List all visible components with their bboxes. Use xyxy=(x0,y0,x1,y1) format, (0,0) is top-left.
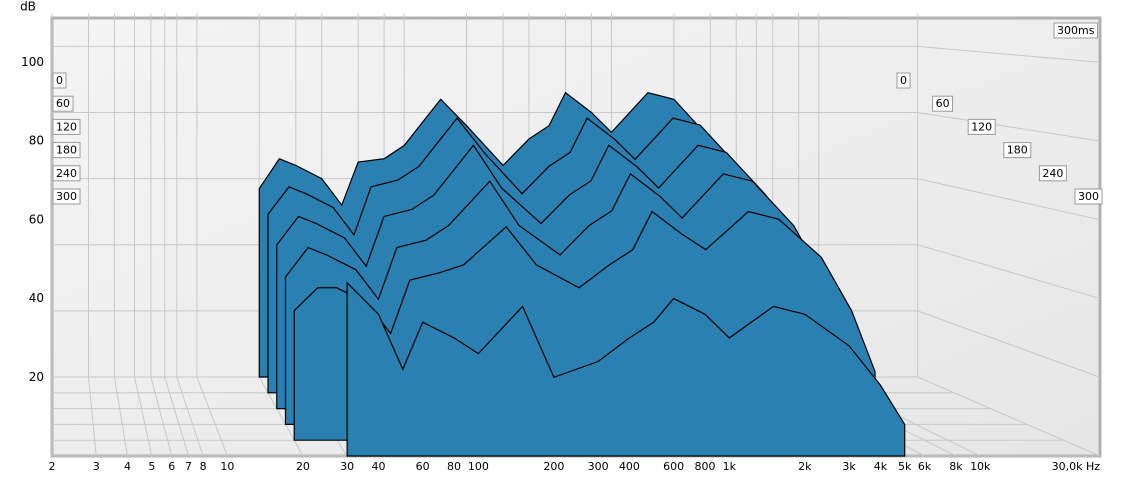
time-label: 240 xyxy=(52,165,81,182)
time-label: 120 xyxy=(967,118,996,135)
time-label: 300 xyxy=(52,188,81,205)
time-label-text: 120 xyxy=(56,120,77,133)
time-label-box xyxy=(1038,165,1067,182)
time-label-text: 180 xyxy=(1007,144,1028,157)
time-label-box xyxy=(1003,142,1032,159)
time-label: 180 xyxy=(52,142,81,159)
time-label: 60 xyxy=(52,95,74,112)
x-tick-label: 40 xyxy=(371,460,385,473)
time-label: 240 xyxy=(1038,165,1067,182)
time-label: 0 xyxy=(52,72,67,89)
x-tick-label: 30 xyxy=(340,460,354,473)
y-tick-label: 20 xyxy=(29,370,44,384)
time-label: 180 xyxy=(1003,142,1032,159)
y-tick-label: 40 xyxy=(29,291,44,305)
time-label-text: 60 xyxy=(936,97,950,110)
grid-line xyxy=(88,376,97,457)
time-label: 300ms xyxy=(1053,22,1098,39)
waterfall-slice xyxy=(346,281,906,457)
x-tick-label: 3 xyxy=(93,460,100,473)
x-tick-label: 7 xyxy=(185,460,192,473)
x-tick-label: 80 xyxy=(447,460,461,473)
x-tick-label: 400 xyxy=(619,460,640,473)
x-tick-label: 5k xyxy=(898,460,912,473)
time-label-box xyxy=(967,118,996,135)
y-tick-label: 60 xyxy=(29,212,44,226)
time-label: 60 xyxy=(932,95,954,112)
time-label-box xyxy=(1053,22,1098,39)
time-label: 120 xyxy=(52,118,81,135)
x-tick-label: 5 xyxy=(148,460,155,473)
x-tick-label: 8 xyxy=(200,460,207,473)
grid-line xyxy=(196,376,228,457)
grid-line xyxy=(917,244,1101,300)
time-label-box xyxy=(52,188,81,205)
grid-line xyxy=(150,376,173,457)
x-tick-label: 20 xyxy=(296,460,310,473)
time-label-box xyxy=(932,95,954,112)
time-label: 300 xyxy=(1074,188,1103,205)
x-tick-label: 300 xyxy=(588,460,609,473)
time-label-text: 0 xyxy=(56,74,63,87)
grid-line xyxy=(917,376,1101,457)
y-tick-label: 80 xyxy=(29,134,44,148)
y-tick-label: 100 xyxy=(21,55,44,69)
time-label-box xyxy=(1074,188,1103,205)
grid-line xyxy=(917,310,1101,378)
x-tick-label: 2 xyxy=(49,460,56,473)
x-tick-label: 100 xyxy=(468,460,489,473)
x-tick-label: 4 xyxy=(124,460,131,473)
time-label-text: 120 xyxy=(971,120,992,133)
x-tick-label: 3k xyxy=(842,460,856,473)
grid-line xyxy=(113,376,129,457)
grid-line xyxy=(258,376,304,457)
y-axis-label: dB xyxy=(20,0,36,14)
x-tick-label: 800 xyxy=(694,460,715,473)
time-label-text: 240 xyxy=(1042,167,1063,180)
time-label-text: 180 xyxy=(56,144,77,157)
time-label-text: 240 xyxy=(56,167,77,180)
x-tick-label: 10k xyxy=(970,460,991,473)
time-label-box xyxy=(52,118,81,135)
x-tick-label: 1k xyxy=(723,460,737,473)
time-label-text: 0 xyxy=(900,74,907,87)
time-label-text: 60 xyxy=(56,97,70,110)
time-label-text: 300 xyxy=(1078,190,1099,203)
time-label: 0 xyxy=(896,72,911,89)
time-label-box xyxy=(52,95,74,112)
grid-line xyxy=(164,376,190,457)
time-label-box xyxy=(896,72,911,89)
time-label-box xyxy=(52,165,81,182)
x-tick-label: 10 xyxy=(220,460,234,473)
grid-line xyxy=(176,376,204,457)
x-tick-label: 4k xyxy=(874,460,888,473)
x-tick-label: 200 xyxy=(543,460,564,473)
time-label-box xyxy=(52,72,67,89)
x-tick-label: 8k xyxy=(949,460,963,473)
x-tick-label: 30,0k Hz xyxy=(1052,460,1101,473)
grid-line xyxy=(133,376,153,457)
x-tick-label: 6k xyxy=(918,460,932,473)
time-label-text: 300ms xyxy=(1057,24,1095,37)
x-tick-label: 6 xyxy=(168,460,175,473)
grid-line xyxy=(917,178,1101,221)
x-tick-label: 60 xyxy=(416,460,430,473)
grid-line xyxy=(917,45,1101,63)
time-label-text: 300 xyxy=(56,190,77,203)
x-tick-label: 600 xyxy=(663,460,684,473)
grid-line xyxy=(917,111,1101,142)
time-label-box xyxy=(52,142,81,159)
x-tick-label: 2k xyxy=(798,460,812,473)
